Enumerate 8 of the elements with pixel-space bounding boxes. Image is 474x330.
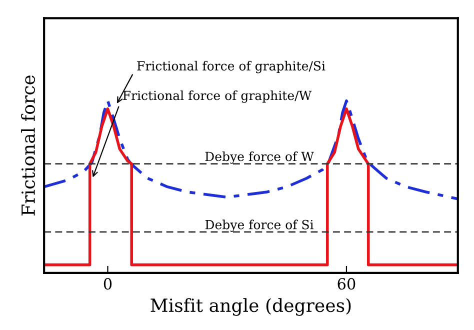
x-tick-label: 0 [104,278,112,290]
annotation: Frictional force of graphite/Si [137,60,326,74]
x-axis-title: Misfit angle (degrees) [150,298,351,316]
ref-line-label: Debye force of W [205,152,314,164]
annotation: Frictional force of graphite/W [123,90,312,103]
ref-line-label: Debye force of Si [205,220,314,232]
x-tick-label: 60 [338,278,356,290]
y-axis-title: Frictional force [21,76,36,216]
